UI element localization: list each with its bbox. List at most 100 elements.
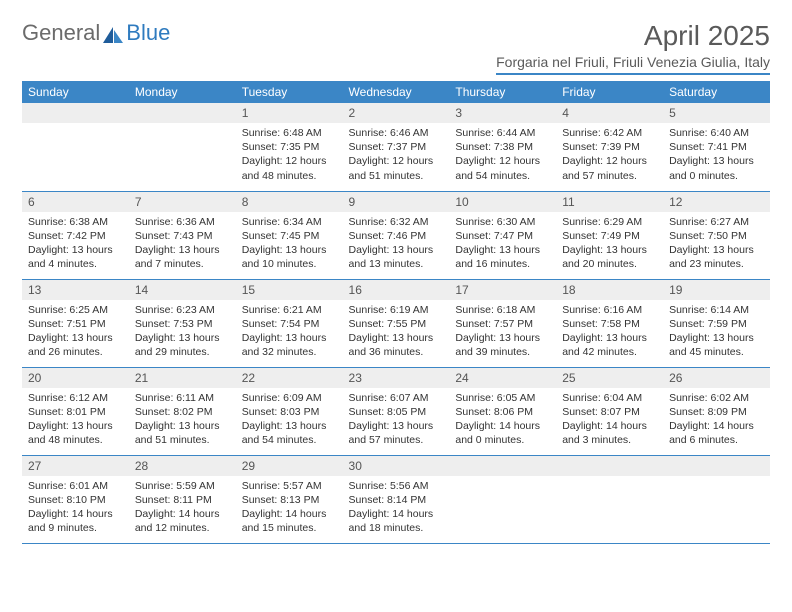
calendar-day-cell: 24Sunrise: 6:05 AMSunset: 8:06 PMDayligh… [449,367,556,455]
daylight-text: Daylight: 13 hours and 54 minutes. [242,419,337,447]
day-number: 9 [343,192,450,212]
day-body: Sunrise: 6:04 AMSunset: 8:07 PMDaylight:… [556,388,663,452]
daylight-text: Daylight: 13 hours and 32 minutes. [242,331,337,359]
day-body: Sunrise: 6:12 AMSunset: 8:01 PMDaylight:… [22,388,129,452]
sunset-text: Sunset: 7:50 PM [669,229,764,243]
daylight-text: Daylight: 13 hours and 23 minutes. [669,243,764,271]
day-number: 21 [129,368,236,388]
day-body: Sunrise: 6:27 AMSunset: 7:50 PMDaylight:… [663,212,770,276]
day-body: Sunrise: 6:01 AMSunset: 8:10 PMDaylight:… [22,476,129,540]
sunrise-text: Sunrise: 6:01 AM [28,479,123,493]
day-body: Sunrise: 6:42 AMSunset: 7:39 PMDaylight:… [556,123,663,187]
sunrise-text: Sunrise: 6:32 AM [349,215,444,229]
day-body: Sunrise: 6:32 AMSunset: 7:46 PMDaylight:… [343,212,450,276]
day-body: Sunrise: 6:29 AMSunset: 7:49 PMDaylight:… [556,212,663,276]
daylight-text: Daylight: 14 hours and 0 minutes. [455,419,550,447]
sunset-text: Sunset: 8:01 PM [28,405,123,419]
day-number: 27 [22,456,129,476]
day-number-empty [22,103,129,123]
sunset-text: Sunset: 7:54 PM [242,317,337,331]
day-number: 7 [129,192,236,212]
day-number: 23 [343,368,450,388]
day-number: 16 [343,280,450,300]
day-number-empty [449,456,556,476]
day-body: Sunrise: 6:48 AMSunset: 7:35 PMDaylight:… [236,123,343,187]
day-number: 25 [556,368,663,388]
daylight-text: Daylight: 13 hours and 51 minutes. [135,419,230,447]
day-number-empty [663,456,770,476]
day-body: Sunrise: 6:19 AMSunset: 7:55 PMDaylight:… [343,300,450,364]
sunrise-text: Sunrise: 6:34 AM [242,215,337,229]
calendar-day-cell: 1Sunrise: 6:48 AMSunset: 7:35 PMDaylight… [236,103,343,191]
daylight-text: Daylight: 12 hours and 57 minutes. [562,154,657,182]
sunrise-text: Sunrise: 6:36 AM [135,215,230,229]
sunrise-text: Sunrise: 6:02 AM [669,391,764,405]
weekday-header: Friday [556,81,663,103]
calendar-week-row: 1Sunrise: 6:48 AMSunset: 7:35 PMDaylight… [22,103,770,191]
sunrise-text: Sunrise: 6:11 AM [135,391,230,405]
day-body: Sunrise: 6:11 AMSunset: 8:02 PMDaylight:… [129,388,236,452]
calendar-day-cell: 29Sunrise: 5:57 AMSunset: 8:13 PMDayligh… [236,455,343,543]
month-title: April 2025 [496,20,770,52]
daylight-text: Daylight: 12 hours and 54 minutes. [455,154,550,182]
sunset-text: Sunset: 8:11 PM [135,493,230,507]
weekday-header: Tuesday [236,81,343,103]
daylight-text: Daylight: 14 hours and 6 minutes. [669,419,764,447]
daylight-text: Daylight: 13 hours and 13 minutes. [349,243,444,271]
sunrise-text: Sunrise: 5:59 AM [135,479,230,493]
day-body: Sunrise: 6:40 AMSunset: 7:41 PMDaylight:… [663,123,770,187]
day-number-empty [129,103,236,123]
calendar-day-cell: 9Sunrise: 6:32 AMSunset: 7:46 PMDaylight… [343,191,450,279]
sunrise-text: Sunrise: 6:09 AM [242,391,337,405]
day-number: 12 [663,192,770,212]
calendar-day-cell: 6Sunrise: 6:38 AMSunset: 7:42 PMDaylight… [22,191,129,279]
calendar-day-cell [556,455,663,543]
calendar-day-cell [129,103,236,191]
calendar-day-cell: 8Sunrise: 6:34 AMSunset: 7:45 PMDaylight… [236,191,343,279]
sunset-text: Sunset: 7:53 PM [135,317,230,331]
sunset-text: Sunset: 7:37 PM [349,140,444,154]
day-number: 1 [236,103,343,123]
calendar-day-cell: 23Sunrise: 6:07 AMSunset: 8:05 PMDayligh… [343,367,450,455]
day-body: Sunrise: 6:23 AMSunset: 7:53 PMDaylight:… [129,300,236,364]
sunset-text: Sunset: 7:55 PM [349,317,444,331]
sunset-text: Sunset: 8:10 PM [28,493,123,507]
daylight-text: Daylight: 14 hours and 12 minutes. [135,507,230,535]
sunrise-text: Sunrise: 6:12 AM [28,391,123,405]
calendar-day-cell [663,455,770,543]
daylight-text: Daylight: 13 hours and 29 minutes. [135,331,230,359]
day-number: 29 [236,456,343,476]
logo-sail-icon [102,26,124,44]
calendar-week-row: 27Sunrise: 6:01 AMSunset: 8:10 PMDayligh… [22,455,770,543]
sunrise-text: Sunrise: 6:23 AM [135,303,230,317]
day-number: 24 [449,368,556,388]
daylight-text: Daylight: 13 hours and 39 minutes. [455,331,550,359]
calendar-day-cell: 26Sunrise: 6:02 AMSunset: 8:09 PMDayligh… [663,367,770,455]
sunset-text: Sunset: 8:13 PM [242,493,337,507]
day-body: Sunrise: 6:18 AMSunset: 7:57 PMDaylight:… [449,300,556,364]
day-body: Sunrise: 6:02 AMSunset: 8:09 PMDaylight:… [663,388,770,452]
location-subtitle: Forgaria nel Friuli, Friuli Venezia Giul… [496,54,770,75]
day-number-empty [556,456,663,476]
calendar-week-row: 6Sunrise: 6:38 AMSunset: 7:42 PMDaylight… [22,191,770,279]
calendar-page: General Blue April 2025 Forgaria nel Fri… [0,0,792,564]
day-number: 17 [449,280,556,300]
weekday-header-row: Sunday Monday Tuesday Wednesday Thursday… [22,81,770,103]
calendar-day-cell: 3Sunrise: 6:44 AMSunset: 7:38 PMDaylight… [449,103,556,191]
sunrise-text: Sunrise: 6:16 AM [562,303,657,317]
sunrise-text: Sunrise: 6:38 AM [28,215,123,229]
sunset-text: Sunset: 7:46 PM [349,229,444,243]
weekday-header: Thursday [449,81,556,103]
day-body: Sunrise: 6:46 AMSunset: 7:37 PMDaylight:… [343,123,450,187]
calendar-day-cell: 19Sunrise: 6:14 AMSunset: 7:59 PMDayligh… [663,279,770,367]
day-body: Sunrise: 6:36 AMSunset: 7:43 PMDaylight:… [129,212,236,276]
sunset-text: Sunset: 7:43 PM [135,229,230,243]
day-number: 13 [22,280,129,300]
calendar-day-cell: 20Sunrise: 6:12 AMSunset: 8:01 PMDayligh… [22,367,129,455]
calendar-day-cell: 30Sunrise: 5:56 AMSunset: 8:14 PMDayligh… [343,455,450,543]
calendar-day-cell [22,103,129,191]
calendar-day-cell: 22Sunrise: 6:09 AMSunset: 8:03 PMDayligh… [236,367,343,455]
calendar-day-cell: 2Sunrise: 6:46 AMSunset: 7:37 PMDaylight… [343,103,450,191]
daylight-text: Daylight: 13 hours and 7 minutes. [135,243,230,271]
day-number: 10 [449,192,556,212]
